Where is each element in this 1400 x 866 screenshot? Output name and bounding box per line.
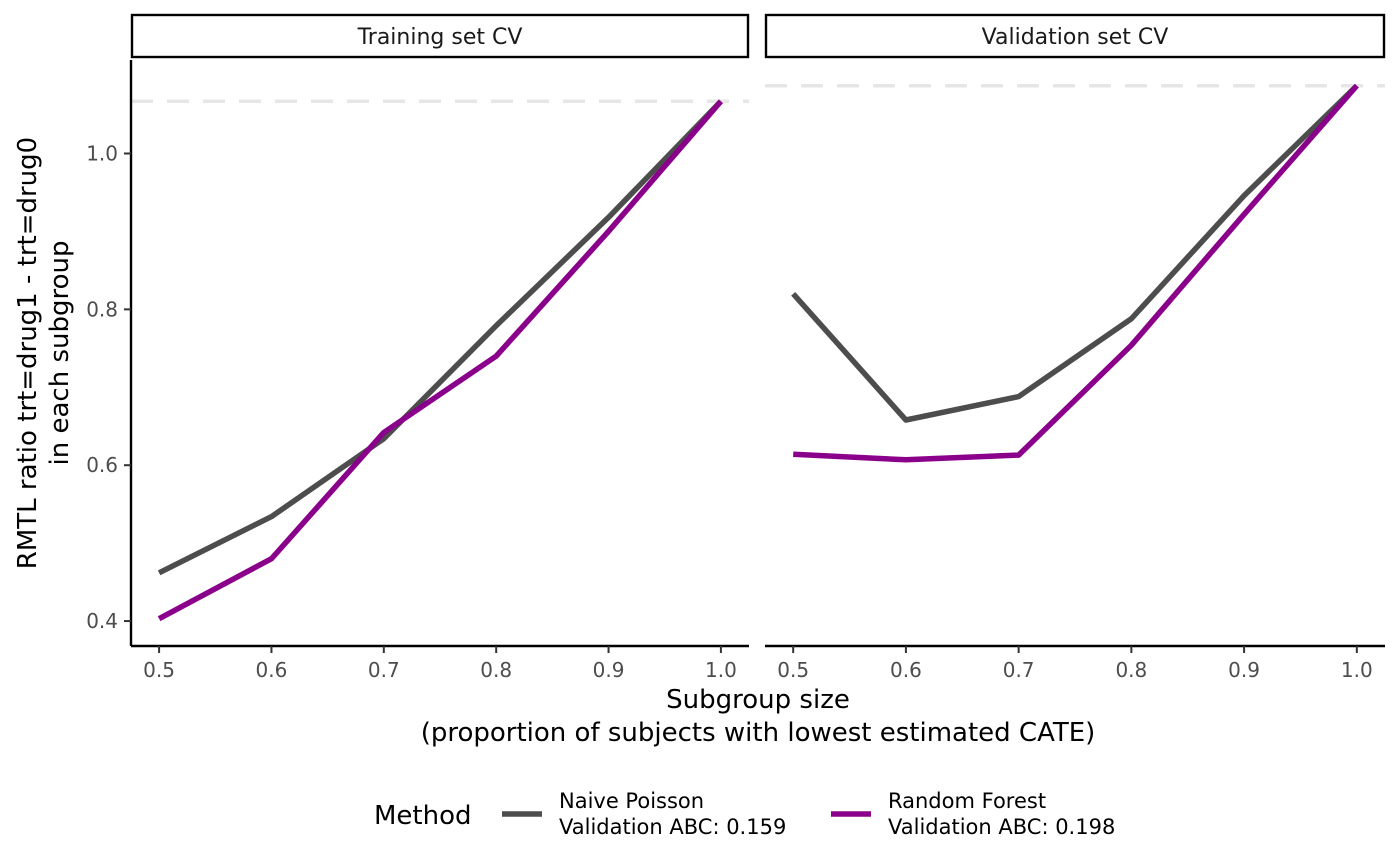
series-line-naive-poisson: [791, 83, 1359, 423]
panel-1: Training set CV 0.5 0.6 0.7 0.8 0.9 1.0 0.4 0.6 0…: [86, 13, 750, 682]
x-tick-label: 0.6: [890, 658, 922, 682]
x-tick-label: 0.5: [777, 658, 809, 682]
x-tick-label: 0.8: [1115, 658, 1147, 682]
legend-label-detail: Validation ABC: 0.159: [559, 815, 786, 839]
legend-label: Naive Poisson: [559, 789, 704, 813]
x-tick-label: 1.0: [1341, 658, 1373, 682]
y-axis-subtitle: in each subgroup: [45, 241, 75, 466]
facet-strip: [130, 13, 750, 59]
legend-label-detail: Validation ABC: 0.198: [888, 815, 1115, 839]
x-axis-title: Subgroup size: [666, 685, 850, 715]
x-tick-label: 0.9: [593, 658, 625, 682]
series-line-random-forest: [793, 83, 1359, 463]
panel-2: Validation set CV 0.5 0.6 0.7 0.8 0.9 1.0: [764, 13, 1386, 682]
y-tick-label: 0.4: [86, 609, 118, 633]
x-tick-label: 0.9: [1228, 658, 1260, 682]
x-axis-subtitle: (proportion of subjects with lowest esti…: [421, 718, 1096, 748]
y-tick-label: 0.8: [86, 297, 118, 321]
facet-strip: [764, 13, 1386, 59]
x-tick-label: 0.6: [256, 658, 288, 682]
y-tick-label: 0.6: [86, 453, 118, 477]
legend-title: Method: [374, 801, 472, 831]
series-line-random-forest: [157, 99, 723, 622]
x-tick-label: 0.7: [368, 658, 400, 682]
y-axis-title: RMTL ratio trt=drug1 - trt=drug0: [13, 137, 43, 569]
y-tick-label: 1.0: [86, 142, 118, 166]
x-tick-label: 1.0: [705, 658, 737, 682]
x-tick-label: 0.7: [1003, 658, 1035, 682]
x-tick-label: 0.5: [143, 658, 175, 682]
legend-label: Random Forest: [888, 789, 1046, 813]
series-line-naive-poisson: [157, 99, 723, 576]
x-tick-label: 0.8: [480, 658, 512, 682]
facet-strip-label: Training set CV: [357, 25, 523, 50]
facet-strip-label: Validation set CV: [982, 25, 1169, 50]
